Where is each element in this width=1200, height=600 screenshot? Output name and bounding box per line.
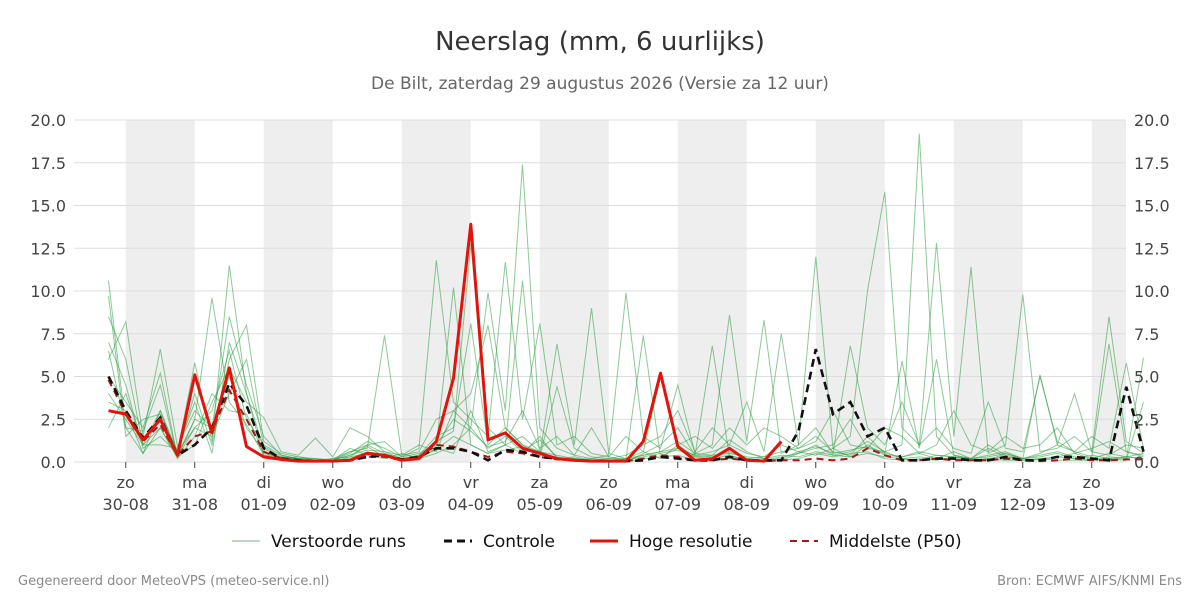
legend: Verstoorde runs Controle Hoge resolutie … xyxy=(232,532,962,552)
x-tick-day: di xyxy=(739,473,754,492)
y-tick-label-left: 10.0 xyxy=(30,282,66,301)
x-tick-date: 13-09 xyxy=(1069,495,1116,514)
x-tick-date: 11-09 xyxy=(931,495,978,514)
y-tick-label-left: 5.0 xyxy=(41,368,66,387)
footer-right: Bron: ECMWF AIFS/KNMI Ens xyxy=(997,574,1182,589)
y-tick-label-left: 15.0 xyxy=(30,197,66,216)
x-tick-day: za xyxy=(1014,473,1032,492)
x-tick-day: di xyxy=(256,473,271,492)
x-tick-date: 10-09 xyxy=(862,495,909,514)
x-tick-date: 31-08 xyxy=(172,495,219,514)
x-tick-date: 08-09 xyxy=(724,495,771,514)
ensemble-member-line xyxy=(108,325,1144,460)
ensemble-member-line xyxy=(108,243,1144,461)
x-tick-date: 07-09 xyxy=(655,495,702,514)
x-tick-day: ma xyxy=(665,473,690,492)
y-tick-label-right: 15.0 xyxy=(1134,197,1170,216)
y-tick-label-left: 20.0 xyxy=(30,111,66,130)
y-tick-label-left: 2.5 xyxy=(41,410,66,429)
legend-label-median: Middelste (P50) xyxy=(829,532,962,552)
x-tick-day: za xyxy=(531,473,549,492)
x-tick-date: 04-09 xyxy=(448,495,495,514)
x-tick-day: zo xyxy=(117,473,135,492)
x-tick-date: 06-09 xyxy=(586,495,633,514)
chart-subtitle: De Bilt, zaterdag 29 augustus 2026 (Vers… xyxy=(371,74,829,94)
y-tick-label-right: 20.0 xyxy=(1134,111,1170,130)
x-tick-day: zo xyxy=(600,473,618,492)
x-tick-day: vr xyxy=(946,473,962,492)
legend-label-control: Controle xyxy=(483,532,555,552)
footer-left: Gegenereerd door MeteoVPS (meteo-service… xyxy=(18,574,329,589)
x-tick-date: 05-09 xyxy=(517,495,564,514)
y-tick-label-right: 10.0 xyxy=(1134,282,1170,301)
x-tick-day: ma xyxy=(182,473,207,492)
legend-label-hires: Hoge resolutie xyxy=(629,532,753,552)
y-tick-label-right: 0.0 xyxy=(1134,453,1159,472)
x-tick-day: do xyxy=(392,473,412,492)
y-tick-label-left: 17.5 xyxy=(30,154,66,173)
x-axis: zo 30-08 ma 31-08 di 01-09 wo 02-09 do 03-09 vr 04-… xyxy=(103,462,1116,514)
y-tick-label-right: 5.0 xyxy=(1134,368,1159,387)
x-tick-date: 03-09 xyxy=(379,495,426,514)
legend-label-ensemble: Verstoorde runs xyxy=(271,532,406,552)
y-tick-label-left: 7.5 xyxy=(41,325,66,344)
y-tick-label-right: 2.5 xyxy=(1134,410,1159,429)
y-tick-label-right: 7.5 xyxy=(1134,325,1159,344)
x-tick-date: 02-09 xyxy=(310,495,357,514)
y-axis-right: 0.0 2.5 5.0 7.5 10.0 12.5 15.0 17.5 20.0 xyxy=(1134,111,1170,472)
x-tick-date: 30-08 xyxy=(103,495,150,514)
hires-line xyxy=(108,222,783,463)
main-lines xyxy=(107,222,1145,463)
y-tick-label-right: 12.5 xyxy=(1134,239,1170,258)
chart-title: Neerslag (mm, 6 uurlijks) xyxy=(435,27,765,57)
x-tick-date: 01-09 xyxy=(241,495,288,514)
x-tick-day: wo xyxy=(804,473,827,492)
x-tick-day: wo xyxy=(321,473,344,492)
y-tick-label-left: 12.5 xyxy=(30,239,66,258)
x-tick-day: vr xyxy=(463,473,479,492)
x-tick-day: zo xyxy=(1083,473,1101,492)
y-axis-left: 0.0 2.5 5.0 7.5 10.0 12.5 15.0 17.5 20.0 xyxy=(30,111,66,472)
ensemble-member-line xyxy=(108,296,1144,461)
x-tick-date: 12-09 xyxy=(1000,495,1047,514)
y-tick-label-right: 17.5 xyxy=(1134,154,1170,173)
x-tick-day: do xyxy=(875,473,895,492)
y-tick-label-left: 0.0 xyxy=(41,453,66,472)
x-tick-date: 09-09 xyxy=(793,495,840,514)
